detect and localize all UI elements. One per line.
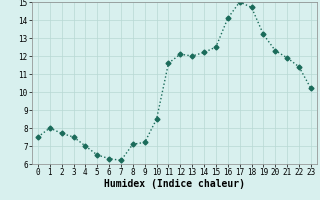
X-axis label: Humidex (Indice chaleur): Humidex (Indice chaleur) [104,179,245,189]
